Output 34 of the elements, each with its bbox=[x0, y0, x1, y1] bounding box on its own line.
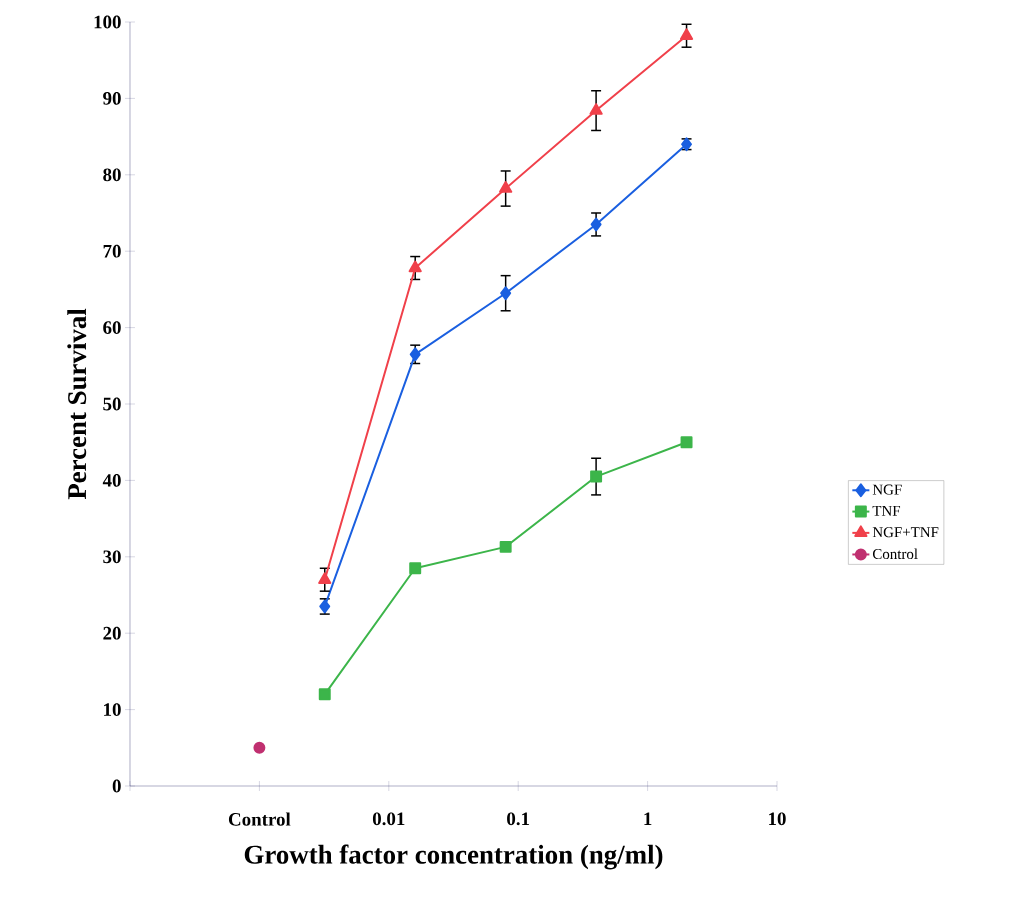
legend-label: TNF bbox=[872, 505, 901, 516]
point bbox=[589, 103, 603, 115]
x-tick-label: 0.01 bbox=[372, 812, 405, 826]
y-tick-label: 10 bbox=[104, 703, 121, 716]
x-tick-label: 10 bbox=[769, 812, 786, 826]
y-tick-label: 20 bbox=[103, 626, 121, 640]
point bbox=[499, 540, 512, 553]
y-axis-title: Percent Survival bbox=[67, 308, 87, 500]
x-tick-label: 1 bbox=[644, 812, 652, 825]
point bbox=[408, 260, 422, 273]
legend-label: Control bbox=[872, 548, 918, 560]
point bbox=[409, 562, 422, 575]
x-tick-label: Control bbox=[228, 812, 291, 826]
point bbox=[679, 28, 694, 40]
x-axis-title: Growth factor concentration (ng/ml) bbox=[244, 844, 663, 870]
y-tick-label: 70 bbox=[103, 244, 121, 258]
point bbox=[590, 470, 603, 483]
point bbox=[318, 572, 332, 584]
y-tick-label: 100 bbox=[94, 15, 121, 29]
y-tick-label: 80 bbox=[103, 168, 121, 182]
y-tick-label: 30 bbox=[103, 550, 121, 564]
point bbox=[500, 286, 512, 301]
legend-label: NGF+TNF bbox=[872, 527, 939, 538]
x-tick-label: 0.1 bbox=[507, 812, 530, 826]
y-tick-label: 90 bbox=[103, 92, 121, 105]
y-tick-label: 40 bbox=[102, 474, 121, 487]
y-tick-label: 0 bbox=[112, 779, 121, 793]
y-tick-label: 60 bbox=[103, 321, 121, 334]
y-tick-label: 50 bbox=[103, 397, 121, 411]
point bbox=[499, 181, 513, 193]
point bbox=[590, 217, 602, 232]
point bbox=[680, 436, 693, 449]
point bbox=[318, 688, 331, 701]
legend-label: NGF bbox=[872, 484, 902, 495]
